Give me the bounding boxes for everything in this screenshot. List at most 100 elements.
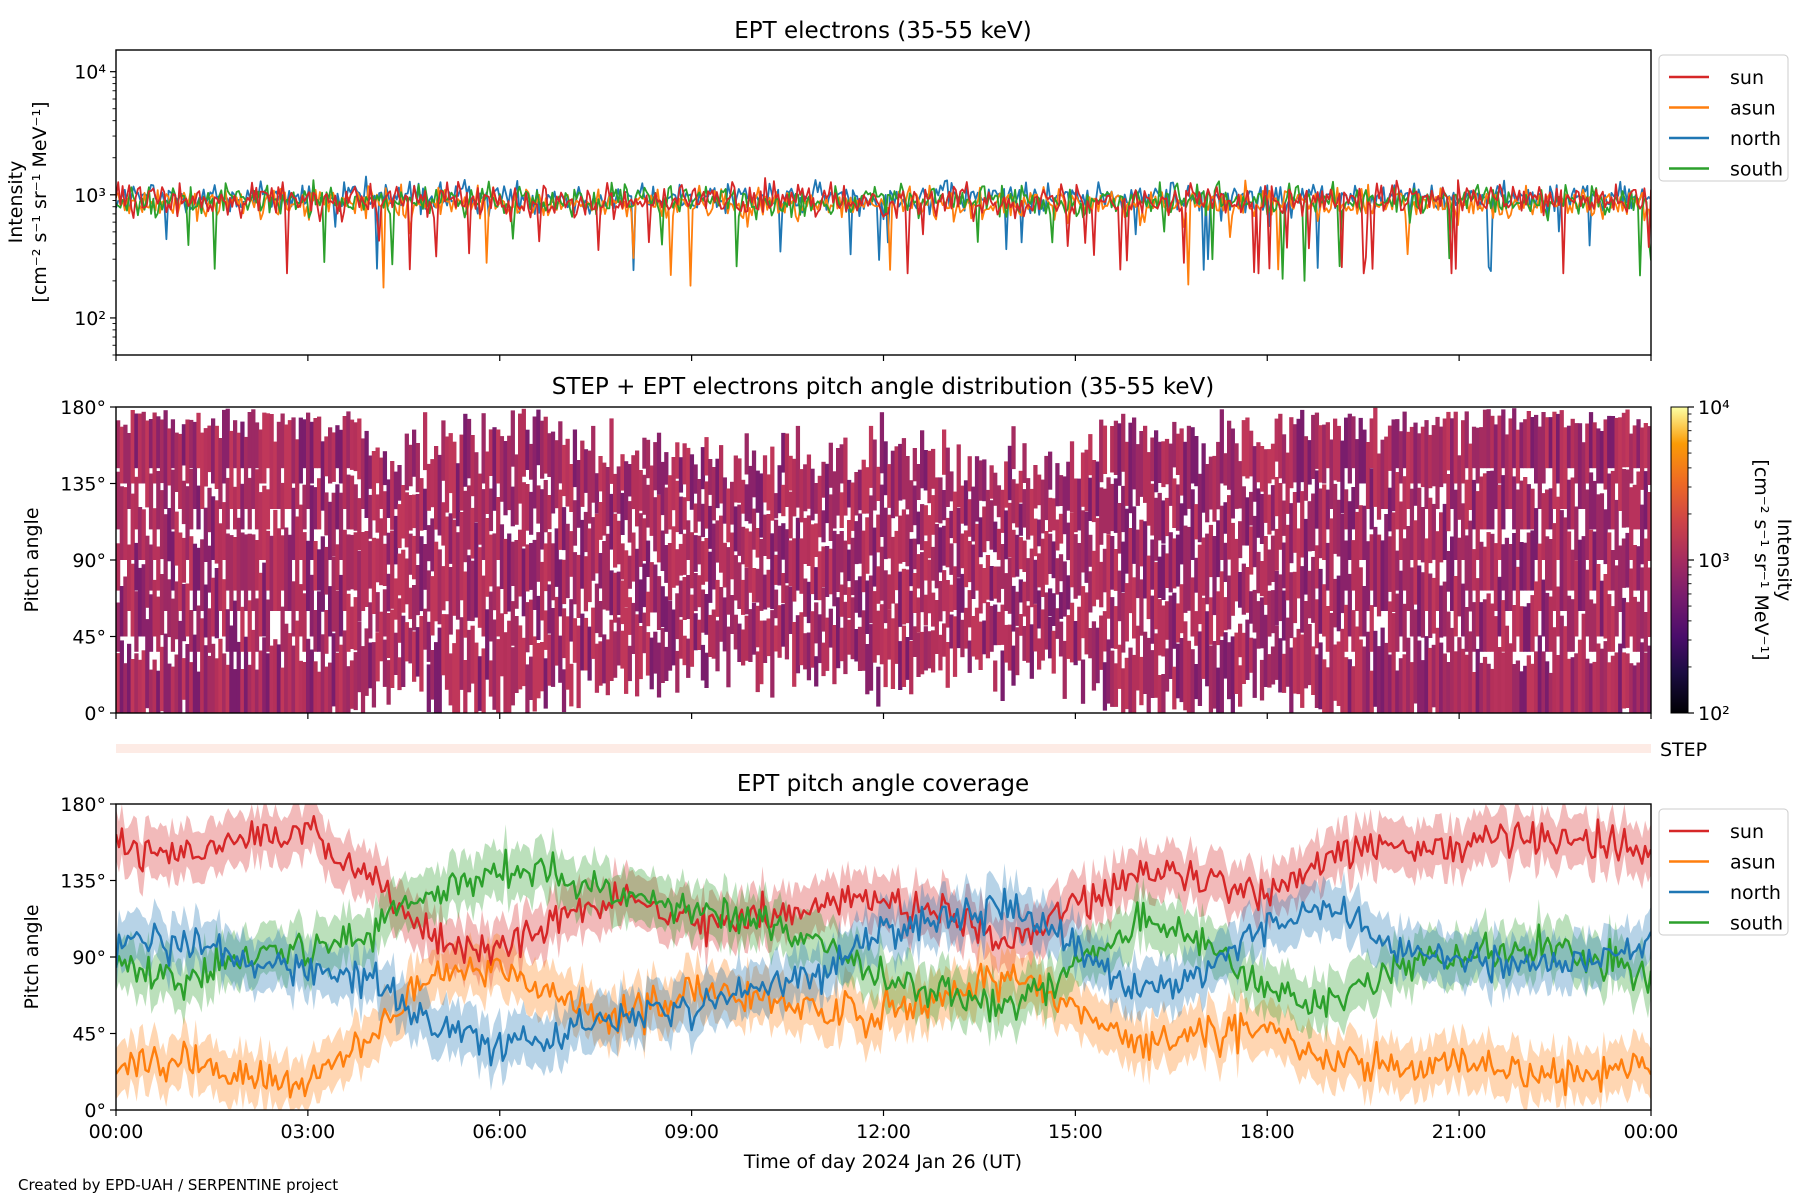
heatmap-cell [1314, 470, 1320, 529]
heatmap-cell [1614, 565, 1619, 637]
heatmap-cell [426, 621, 431, 662]
heatmap-cell [1482, 473, 1488, 530]
heatmap-cell [1263, 536, 1268, 605]
heatmap-cell [1088, 477, 1093, 521]
heatmap-cell [1091, 460, 1097, 523]
heatmap-cell [1519, 542, 1524, 591]
coverage-line-sun [116, 815, 1651, 967]
legend-box [1658, 808, 1789, 936]
heatmap-cell [1475, 427, 1480, 484]
heatmap-cell [488, 534, 494, 587]
heatmap-cell [627, 555, 632, 589]
heatmap-cell [697, 575, 702, 608]
heatmap-cell [675, 442, 680, 479]
heatmap-cell [1537, 543, 1542, 611]
heatmap-cell [1307, 440, 1312, 485]
heatmap-cell [755, 470, 760, 513]
heatmap-cell [1391, 512, 1396, 612]
heatmap-cell [309, 574, 314, 637]
heatmap-cell [627, 464, 632, 497]
heatmap-cell [1281, 590, 1287, 641]
heatmap-cell [1519, 480, 1524, 530]
heatmap-cell [1461, 583, 1466, 637]
heatmap-cell [920, 504, 925, 551]
heatmap-cell [1398, 570, 1404, 637]
heatmap-cell [1355, 511, 1360, 611]
heatmap-cell [349, 606, 355, 649]
heatmap-cell [550, 543, 556, 601]
heatmap-cell [408, 627, 413, 664]
heatmap-cell [119, 586, 124, 637]
intensity-series-group [116, 175, 1651, 289]
heatmap-cell [499, 613, 505, 677]
heatmap-cell [1201, 597, 1206, 679]
heatmap-cell [989, 500, 994, 550]
heatmap-cell [481, 575, 486, 637]
heatmap-cell [444, 516, 450, 602]
heatmap-cell [784, 585, 790, 660]
heatmap-cell [1541, 493, 1546, 560]
heatmap-cell [309, 649, 314, 713]
heatmap-cell [879, 546, 885, 601]
heatmap-cell [295, 439, 300, 509]
heatmap-cell [1267, 549, 1272, 586]
heatmap-cell [1592, 480, 1597, 530]
heatmap-cell [773, 493, 779, 519]
heatmap-cell [847, 619, 852, 655]
heatmap-cell [276, 421, 282, 509]
heatmap-cell [141, 564, 146, 637]
heatmap-cell [550, 608, 556, 687]
heatmap-cell [466, 418, 472, 479]
heatmap-cell [496, 586, 501, 637]
heatmap-cell [1048, 533, 1053, 574]
heatmap-cell [200, 618, 205, 713]
heatmap-cell [1011, 585, 1016, 632]
heatmap-cell [1479, 662, 1484, 713]
heatmap-cell [137, 659, 143, 713]
heatmap-cell [1508, 643, 1513, 713]
heatmap-cell [412, 585, 417, 631]
heatmap-cell [1431, 577, 1436, 634]
heatmap-cell [306, 638, 311, 713]
heatmap-cell [613, 513, 618, 568]
heatmap-cell [1402, 603, 1407, 652]
y-tick-label: 90° [72, 550, 106, 572]
heatmap-cell [1373, 526, 1378, 607]
heatmap-cell [781, 523, 786, 560]
heatmap-cell [540, 642, 545, 692]
heatmap-cell [781, 432, 786, 473]
heatmap-cell [1621, 597, 1627, 649]
heatmap-cell [1205, 533, 1210, 605]
heatmap-cell [974, 456, 980, 522]
heatmap-cell [386, 532, 391, 565]
heatmap-cell [1318, 642, 1323, 710]
heatmap-cell [569, 599, 574, 642]
heatmap-cell [382, 451, 388, 486]
heatmap-cell [280, 667, 285, 713]
heatmap-cell [671, 526, 676, 588]
heatmap-cell [1475, 648, 1480, 713]
heatmap-cell [624, 461, 629, 521]
heatmap-cell [1318, 425, 1323, 483]
heatmap-cell [375, 538, 380, 583]
heatmap-cell [693, 503, 698, 533]
heatmap-cell [916, 464, 921, 500]
heatmap-cell [558, 559, 563, 617]
coverage-line-asun [116, 956, 1651, 1099]
heatmap-cell [1439, 642, 1444, 713]
heatmap-cell [203, 584, 208, 638]
heatmap-cell [1259, 659, 1265, 701]
heatmap-cell [1102, 488, 1108, 534]
heatmap-cell [1585, 569, 1590, 637]
legend-label-sun: sun [1730, 67, 1764, 89]
heatmap-cell [291, 417, 296, 484]
heatmap-cell [1486, 532, 1491, 591]
heatmap-cell [1062, 561, 1067, 617]
heatmap-cell [693, 535, 698, 572]
pad-heatmap [116, 407, 1651, 713]
heatmap-cell [1358, 417, 1363, 484]
heatmap-cell [1610, 550, 1616, 591]
heatmap-cell [982, 568, 987, 604]
heatmap-cell [233, 537, 238, 591]
heatmap-cell [1267, 449, 1272, 484]
